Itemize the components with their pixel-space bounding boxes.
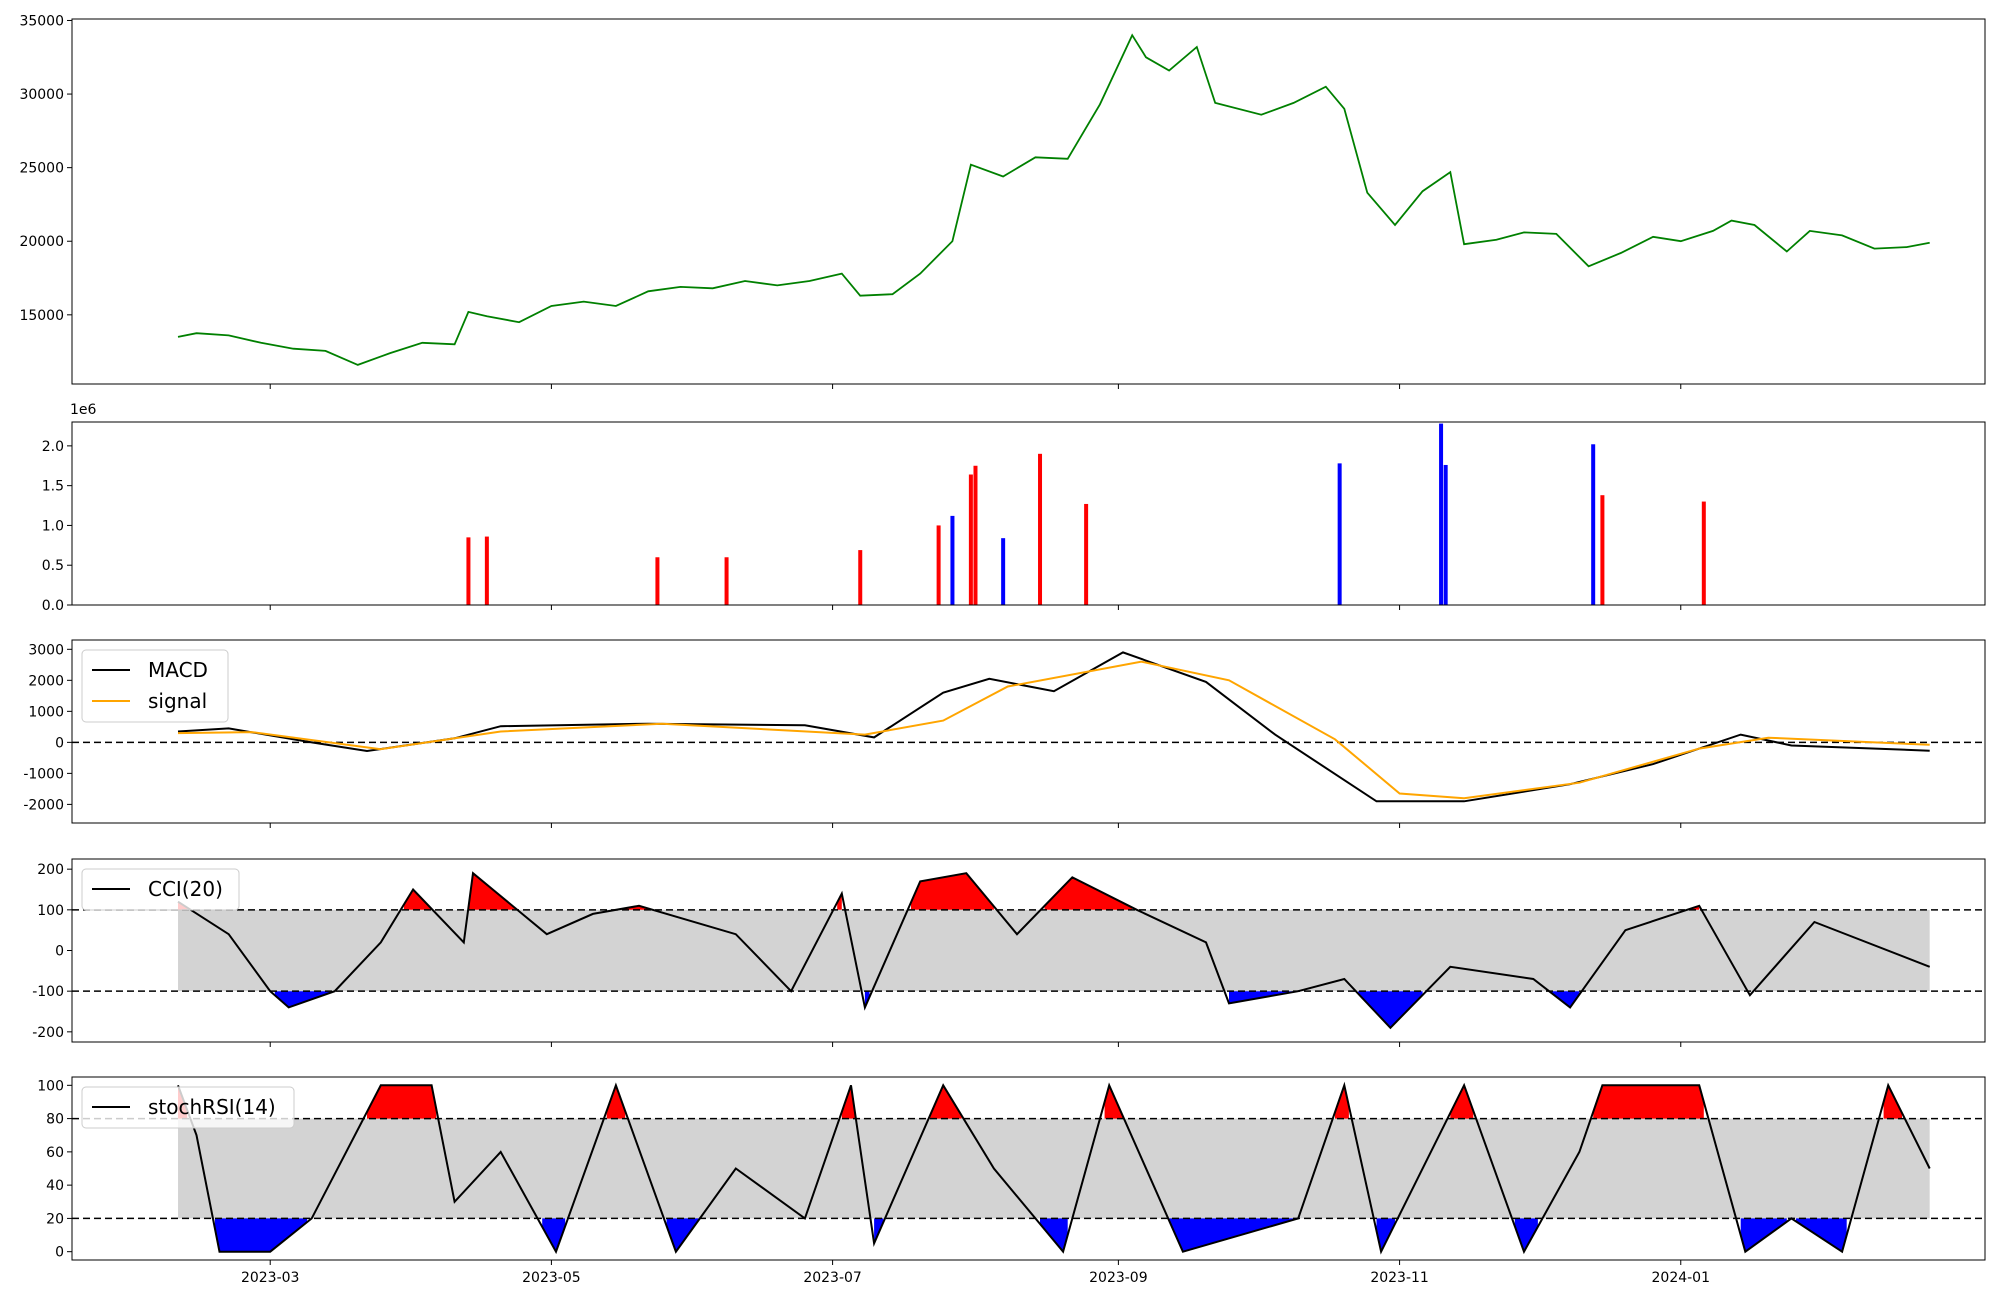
stochrsi-oversold-fill bbox=[542, 1218, 566, 1252]
volume-bar bbox=[1701, 501, 1706, 605]
volume-offset-text: 1e6 bbox=[70, 402, 97, 418]
macd-axes-frame bbox=[71, 639, 1986, 824]
stochrsi-overbought-fill bbox=[1593, 1085, 1704, 1119]
legend-label: signal bbox=[148, 689, 207, 713]
y-tick-label: 100 bbox=[37, 1078, 64, 1094]
volume-bar bbox=[1001, 538, 1006, 605]
y-tick-label: 1.0 bbox=[42, 518, 64, 534]
legend-label: stochRSI(14) bbox=[148, 1095, 276, 1119]
cci-neutral-band bbox=[178, 909, 1930, 992]
volume-bar bbox=[1337, 463, 1342, 605]
y-tick-label: 2000 bbox=[28, 673, 64, 689]
volume-bar bbox=[1600, 495, 1605, 605]
y-tick-label: 20000 bbox=[19, 234, 64, 250]
y-tick-label: 15000 bbox=[19, 308, 64, 324]
price-panel: 15000 20000 25000 30000 35000 bbox=[19, 13, 1930, 389]
y-tick-label: 0 bbox=[55, 1245, 64, 1261]
stochrsi-oversold-fill bbox=[214, 1218, 308, 1252]
y-tick-label: -1000 bbox=[23, 766, 64, 782]
y-tick-label: 30000 bbox=[19, 87, 64, 103]
stochrsi-overbought-fill bbox=[606, 1085, 626, 1119]
y-tick-label: 0 bbox=[55, 735, 64, 751]
legend-label: CCI(20) bbox=[148, 877, 223, 901]
y-tick-label: 1000 bbox=[28, 704, 64, 720]
signal-line bbox=[177, 660, 1930, 800]
x-tick-label: 2023-09 bbox=[1089, 1270, 1148, 1286]
x-tick-label: 2023-05 bbox=[522, 1270, 581, 1286]
stochrsi-line bbox=[177, 1081, 1931, 1255]
x-tick-label: 2023-07 bbox=[803, 1270, 862, 1286]
y-tick-label: 20 bbox=[46, 1211, 64, 1227]
cci-overbought-fill bbox=[468, 873, 515, 910]
volume-bar bbox=[724, 557, 729, 605]
stochrsi-overbought-fill bbox=[367, 1085, 437, 1119]
volume-bar bbox=[1038, 453, 1043, 605]
y-tick-label: -200 bbox=[32, 1025, 64, 1041]
cci-panel: -200 -100 0 100 200 CCI(20) bbox=[32, 862, 1985, 1047]
y-tick-label: 1.5 bbox=[42, 479, 64, 495]
price-axes-frame bbox=[71, 18, 1986, 385]
stochrsi-oversold-fill bbox=[1376, 1218, 1395, 1252]
cci-line bbox=[177, 871, 1931, 1030]
stochrsi-oversold-fill bbox=[1040, 1218, 1068, 1252]
volume-bar bbox=[1443, 464, 1448, 605]
legend-box bbox=[81, 868, 240, 911]
stochrsi-overbought-fill bbox=[1104, 1085, 1123, 1119]
stochrsi-axes-frame bbox=[71, 1076, 1986, 1261]
y-tick-label: 35000 bbox=[19, 13, 64, 29]
x-tick-label: 2023-03 bbox=[241, 1270, 300, 1286]
y-tick-label: 0.0 bbox=[42, 598, 64, 614]
stochrsi-neutral-band bbox=[178, 1118, 1930, 1219]
stochrsi-overbought-fill bbox=[1450, 1085, 1474, 1119]
x-tick-label: 2024-01 bbox=[1652, 1270, 1711, 1286]
cci-axes-frame bbox=[71, 858, 1986, 1043]
stochrsi-overbought-fill bbox=[929, 1085, 962, 1119]
y-tick-label: 3000 bbox=[28, 642, 64, 658]
volume-bar bbox=[1439, 423, 1444, 605]
y-tick-label: 0 bbox=[55, 944, 64, 960]
y-tick-label: 2.0 bbox=[42, 439, 64, 455]
volume-bar bbox=[1591, 444, 1596, 605]
y-tick-label: -100 bbox=[32, 984, 64, 1000]
y-tick-label: 100 bbox=[37, 903, 64, 919]
legend-label: MACD bbox=[148, 658, 208, 682]
stochrsi-oversold-fill bbox=[1796, 1218, 1847, 1252]
volume-bar bbox=[466, 537, 471, 605]
price-line bbox=[177, 33, 1930, 366]
cci-oversold-fill bbox=[1358, 991, 1423, 1028]
stochrsi-oversold-fill bbox=[1514, 1218, 1538, 1252]
y-tick-label: -2000 bbox=[23, 797, 64, 813]
volume-bar bbox=[973, 465, 978, 605]
stochrsi-panel: 0 20 40 60 80 100 2023-03 2023-05 2023-07 2023-09… bbox=[37, 1078, 1985, 1286]
legend-box bbox=[81, 649, 229, 723]
y-tick-label: 0.5 bbox=[42, 558, 64, 574]
stochrsi-oversold-fill bbox=[1740, 1218, 1787, 1252]
volume-bar bbox=[655, 557, 660, 605]
y-tick-label: 60 bbox=[46, 1145, 64, 1161]
y-tick-label: 200 bbox=[37, 862, 64, 878]
x-tick-label: 2023-11 bbox=[1370, 1270, 1429, 1286]
stochrsi-oversold-fill bbox=[666, 1218, 699, 1252]
y-tick-label: 25000 bbox=[19, 161, 64, 177]
volume-axes-frame bbox=[71, 421, 1986, 606]
volume-bar bbox=[950, 515, 955, 605]
stochrsi-oversold-fill bbox=[1169, 1218, 1294, 1252]
macd-panel: -2000 -1000 0 1000 2000 3000 MACD signal bbox=[23, 642, 1985, 828]
y-tick-label: 80 bbox=[46, 1112, 64, 1128]
volume-bar bbox=[1084, 503, 1089, 605]
volume-panel: 0.0 0.5 1.0 1.5 2.0 1e6 bbox=[42, 402, 1706, 614]
cci-overbought-fill bbox=[1044, 877, 1133, 910]
legend-box bbox=[81, 1086, 295, 1129]
macd-line bbox=[177, 651, 1930, 803]
volume-bar bbox=[858, 550, 863, 605]
volume-bar bbox=[936, 525, 941, 605]
stochrsi-overbought-fill bbox=[1883, 1085, 1902, 1119]
volume-bar bbox=[484, 536, 489, 605]
volume-bar bbox=[968, 474, 973, 605]
cci-oversold-fill bbox=[274, 991, 331, 1008]
y-tick-label: 40 bbox=[46, 1178, 64, 1194]
